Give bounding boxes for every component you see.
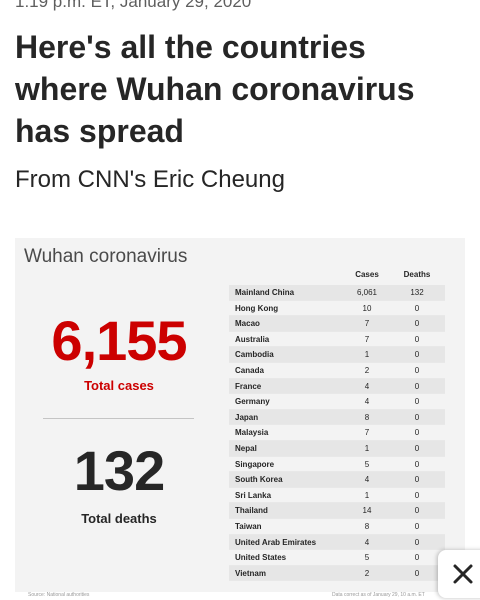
cases-value: 1 bbox=[364, 490, 370, 500]
cases-value: 1 bbox=[364, 350, 370, 360]
deaths-value: 0 bbox=[414, 350, 420, 360]
updated-note: Data correct as of January 29, 10 a.m. E… bbox=[332, 592, 425, 598]
table-row: Singapore 5 0 bbox=[229, 456, 445, 473]
source-note: Source: National authorities bbox=[28, 592, 90, 598]
country-name: United States bbox=[235, 553, 287, 563]
article-byline: From CNN's Eric Cheung bbox=[15, 166, 285, 193]
deaths-value: 0 bbox=[414, 381, 420, 391]
country-name: United Arab Emirates bbox=[235, 537, 317, 547]
close-button[interactable] bbox=[438, 550, 480, 598]
cases-value: 4 bbox=[364, 475, 370, 485]
cases-value: 7 bbox=[364, 334, 370, 344]
cases-value: 1 bbox=[364, 443, 370, 453]
total-deaths-label: Total deaths bbox=[81, 511, 157, 526]
cases-value: 4 bbox=[364, 397, 370, 407]
table-row: United Arab Emirates 4 0 bbox=[229, 534, 445, 551]
table-row: Malaysia 7 0 bbox=[229, 425, 445, 441]
cases-value: 7 bbox=[364, 428, 370, 438]
cases-value: 4 bbox=[364, 381, 370, 391]
cases-value: 4 bbox=[364, 537, 370, 547]
cases-value: 8 bbox=[364, 412, 370, 422]
article-timestamp: 1:19 p.m. ET, January 29, 2020 bbox=[15, 0, 252, 11]
table-row: Sri Lanka 1 0 bbox=[229, 487, 445, 504]
cases-value: 7 bbox=[364, 319, 370, 329]
country-cases-table: Cases Deaths Mainland China 6,061 132 Hong … bbox=[229, 270, 445, 582]
country-name: Vietnam bbox=[235, 568, 266, 578]
total-cases-number: 6,155 bbox=[51, 309, 187, 372]
cases-value: 10 bbox=[362, 303, 372, 313]
table-header: Cases Deaths bbox=[229, 270, 445, 285]
country-name: Cambodia bbox=[235, 350, 274, 360]
deaths-value: 0 bbox=[414, 428, 420, 438]
country-name: Taiwan bbox=[235, 521, 262, 531]
table-row: Nepal 1 0 bbox=[229, 440, 445, 457]
table-row: Cambodia 1 0 bbox=[229, 347, 445, 363]
table-row: Macao 7 0 bbox=[229, 316, 445, 332]
total-cases-label: Total cases bbox=[84, 378, 154, 393]
table-body: Mainland China 6,061 132 Hong Kong 10 0 Macao 7… bbox=[229, 285, 445, 582]
country-name: France bbox=[235, 381, 262, 391]
country-name: Australia bbox=[235, 334, 270, 344]
cases-value: 5 bbox=[364, 459, 370, 469]
table-row: Taiwan 8 0 bbox=[229, 518, 445, 535]
coronavirus-graphic: Wuhan coronavirus 6,155 Total cases 132 … bbox=[15, 238, 465, 600]
cases-value: 2 bbox=[364, 568, 370, 578]
table-row: Thailand 14 0 bbox=[229, 503, 445, 519]
deaths-value: 0 bbox=[414, 334, 420, 344]
country-name: Singapore bbox=[235, 459, 275, 469]
table-row: United States 5 0 bbox=[229, 550, 445, 566]
deaths-value: 0 bbox=[414, 490, 420, 500]
deaths-value: 0 bbox=[414, 568, 420, 578]
deaths-value: 0 bbox=[414, 319, 420, 329]
deaths-value: 0 bbox=[414, 506, 420, 516]
deaths-value: 0 bbox=[414, 365, 420, 375]
deaths-value: 0 bbox=[414, 537, 420, 547]
table-row: South Korea 4 0 bbox=[229, 472, 445, 488]
deaths-value: 0 bbox=[414, 443, 420, 453]
country-name: Mainland China bbox=[235, 288, 295, 297]
deaths-value: 0 bbox=[414, 397, 420, 407]
cases-value: 5 bbox=[364, 553, 370, 563]
country-name: Canada bbox=[235, 365, 264, 375]
article-headline: Here's all the countries where Wuhan cor… bbox=[15, 29, 415, 149]
deaths-value: 0 bbox=[414, 521, 420, 531]
country-name: Japan bbox=[235, 412, 259, 422]
table-row: Australia 7 0 bbox=[229, 331, 445, 348]
stats-divider bbox=[43, 418, 194, 419]
deaths-value: 0 bbox=[414, 475, 420, 485]
country-name: Malaysia bbox=[235, 428, 269, 438]
table-row: Mainland China 6,061 132 bbox=[229, 285, 445, 301]
deaths-value: 0 bbox=[414, 459, 420, 469]
country-name: Hong Kong bbox=[235, 303, 279, 313]
deaths-value: 0 bbox=[414, 412, 420, 422]
table-row: Hong Kong 10 0 bbox=[229, 300, 445, 317]
country-name: Nepal bbox=[235, 443, 257, 453]
table-row: Germany 4 0 bbox=[229, 394, 445, 410]
country-name: Macao bbox=[235, 319, 260, 329]
cases-value: 14 bbox=[362, 506, 372, 516]
deaths-column-header: Deaths bbox=[403, 270, 431, 279]
total-deaths-number: 132 bbox=[73, 439, 165, 502]
country-name: Sri Lanka bbox=[235, 490, 272, 500]
graphic-footer: Source: National authorities Data correc… bbox=[0, 592, 480, 600]
cases-value: 2 bbox=[364, 365, 370, 375]
deaths-value: 0 bbox=[414, 303, 420, 313]
country-name: Thailand bbox=[235, 506, 268, 516]
country-name: South Korea bbox=[235, 475, 283, 485]
cases-column-header: Cases bbox=[355, 270, 379, 279]
deaths-value: 132 bbox=[410, 288, 424, 297]
table-row: Canada 2 0 bbox=[229, 362, 445, 379]
cases-value: 8 bbox=[364, 521, 370, 531]
table-row: Vietnam 2 0 bbox=[229, 565, 445, 582]
close-icon bbox=[453, 564, 473, 584]
deaths-value: 0 bbox=[414, 553, 420, 563]
country-name: Germany bbox=[235, 397, 270, 407]
cases-value: 6,061 bbox=[356, 288, 378, 297]
graphic-title: Wuhan coronavirus bbox=[24, 246, 188, 267]
table-row: Japan 8 0 bbox=[229, 409, 445, 426]
table-row: France 4 0 bbox=[229, 378, 445, 395]
